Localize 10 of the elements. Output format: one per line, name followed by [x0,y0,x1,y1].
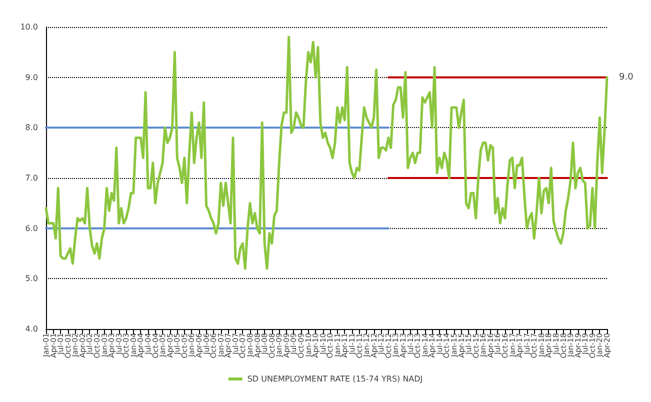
y-tick-label: 5.0 [25,274,38,284]
y-tick-label: 6.0 [25,224,38,233]
y-tick-label: 10.0 [20,22,38,32]
y-tick-label: 7.0 [25,174,38,182]
legend-label: SD UNEMPLOYMENT RATE (15-74 YRS) NADJ [247,374,423,384]
annotation: 9.0 [619,72,634,82]
y-tick-label: 4.0 [25,324,38,334]
y-tick-label: 8.0 [25,123,38,132]
y-tick-label: 9.0 [25,72,38,82]
line-series [44,36,608,270]
